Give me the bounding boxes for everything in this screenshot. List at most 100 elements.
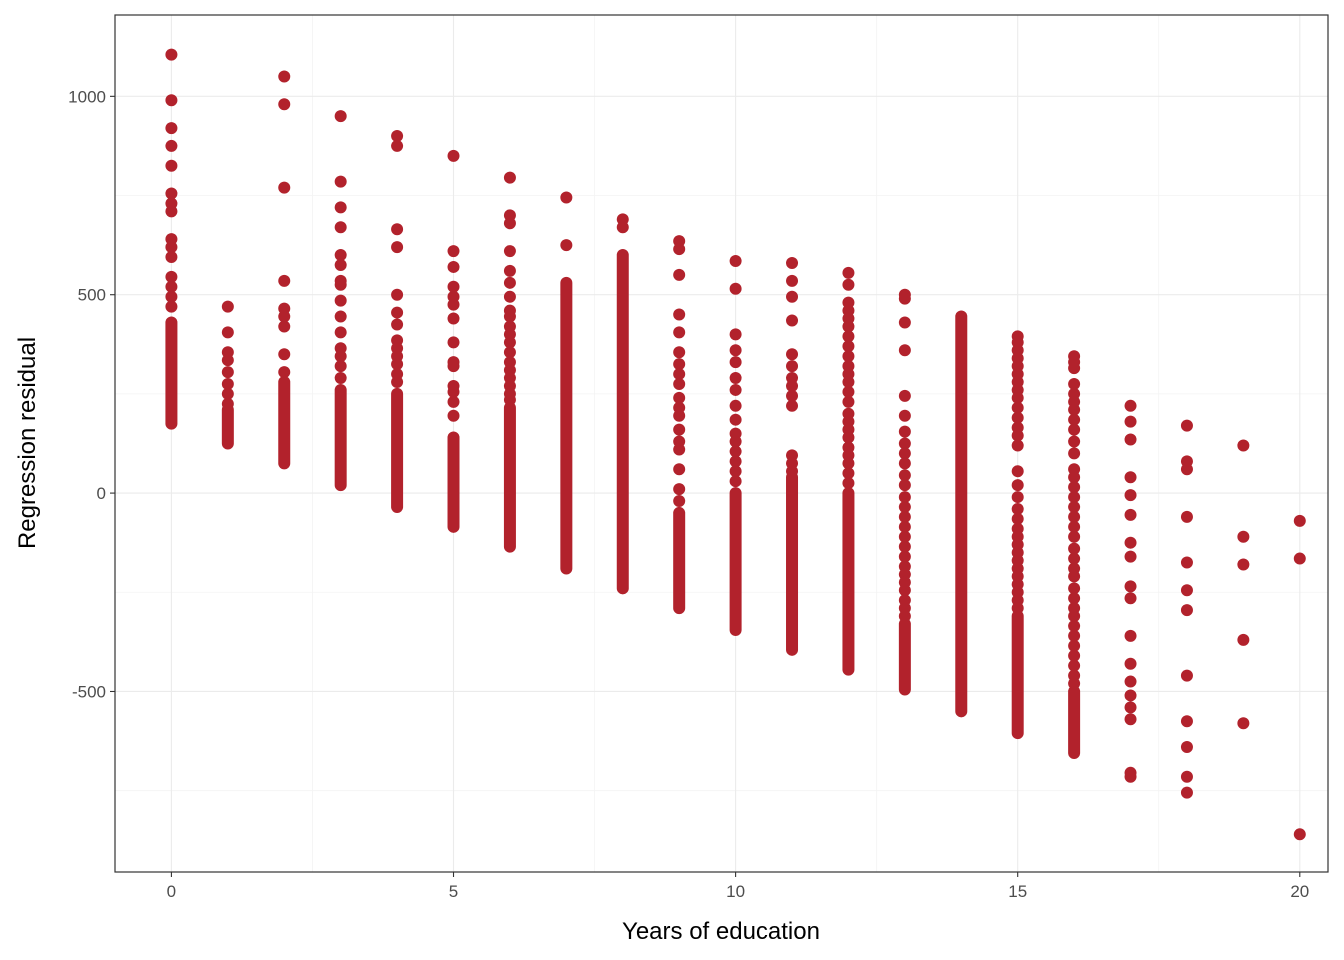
dense-point-band [278, 376, 291, 470]
data-point [1068, 552, 1081, 565]
data-point [503, 276, 516, 289]
data-point [1068, 592, 1081, 605]
dense-point-band [786, 471, 799, 656]
data-point [842, 457, 855, 470]
data-point [503, 346, 516, 359]
data-point [1068, 481, 1081, 494]
data-point [560, 191, 573, 204]
data-point [334, 221, 347, 234]
data-point [1011, 429, 1024, 442]
data-point [898, 447, 911, 460]
data-point [898, 584, 911, 597]
data-point [1293, 514, 1306, 527]
dense-point-band [1011, 610, 1024, 740]
data-point [391, 130, 404, 143]
data-point [334, 310, 347, 323]
data-point [334, 110, 347, 123]
data-point [1124, 536, 1137, 549]
data-point [898, 292, 911, 305]
data-point [1068, 500, 1081, 513]
data-point [1068, 639, 1081, 652]
data-point [1237, 530, 1250, 543]
data-point [334, 326, 347, 339]
data-point [1180, 463, 1193, 476]
data-point [1124, 471, 1137, 484]
data-point [1180, 510, 1193, 523]
data-point [898, 479, 911, 492]
data-point [1293, 828, 1306, 841]
data-point [1124, 550, 1137, 563]
data-point [1124, 433, 1137, 446]
data-point [447, 395, 460, 408]
y-axis-title: Regression residual [14, 337, 41, 549]
data-point [391, 318, 404, 331]
data-point [447, 385, 460, 398]
data-point [1124, 489, 1137, 502]
data-point [391, 376, 404, 389]
data-point [898, 500, 911, 513]
data-point [165, 159, 178, 172]
data-point [898, 510, 911, 523]
data-point [898, 316, 911, 329]
data-point [898, 530, 911, 543]
data-point [334, 278, 347, 291]
data-point [1011, 602, 1024, 615]
data-point [729, 445, 742, 458]
x-tick-label: 20 [1290, 882, 1309, 901]
data-point [1124, 399, 1137, 412]
data-point [1068, 649, 1081, 662]
data-point [729, 455, 742, 468]
data-point [447, 360, 460, 373]
data-point [673, 443, 686, 456]
data-point [221, 377, 234, 390]
data-point [334, 175, 347, 188]
data-point [786, 274, 799, 287]
data-point [165, 290, 178, 303]
data-point [786, 389, 799, 402]
data-point [1124, 770, 1137, 783]
data-point [898, 491, 911, 504]
data-point [1011, 512, 1024, 525]
data-point [1068, 435, 1081, 448]
data-point [786, 399, 799, 412]
data-point [729, 465, 742, 478]
data-point [1068, 520, 1081, 533]
data-point [1068, 362, 1081, 375]
data-point [278, 274, 291, 287]
data-point [334, 372, 347, 385]
data-point [673, 377, 686, 390]
data-point [786, 256, 799, 269]
data-point [221, 397, 234, 410]
data-point [673, 423, 686, 436]
data-point [1237, 633, 1250, 646]
data-point [898, 409, 911, 422]
data-point [729, 435, 742, 448]
data-point [165, 139, 178, 152]
dense-point-band [560, 276, 573, 575]
data-point [1068, 570, 1081, 583]
data-point [673, 483, 686, 496]
data-point [334, 294, 347, 307]
data-point [1011, 411, 1024, 424]
data-point [1124, 508, 1137, 521]
data-point [1011, 491, 1024, 504]
data-point [1124, 689, 1137, 702]
data-point [221, 300, 234, 313]
data-point [1068, 447, 1081, 460]
data-point [898, 344, 911, 357]
data-point [729, 356, 742, 369]
data-point [673, 243, 686, 256]
data-point [1180, 669, 1193, 682]
data-point [447, 312, 460, 325]
data-point [278, 70, 291, 83]
data-point [786, 290, 799, 303]
data-point [842, 278, 855, 291]
data-point [786, 379, 799, 392]
data-point [334, 258, 347, 271]
data-point [842, 467, 855, 480]
data-point [729, 413, 742, 426]
data-point [1180, 715, 1193, 728]
dense-point-band [165, 316, 178, 430]
dense-point-band [503, 401, 516, 553]
data-point [165, 48, 178, 61]
